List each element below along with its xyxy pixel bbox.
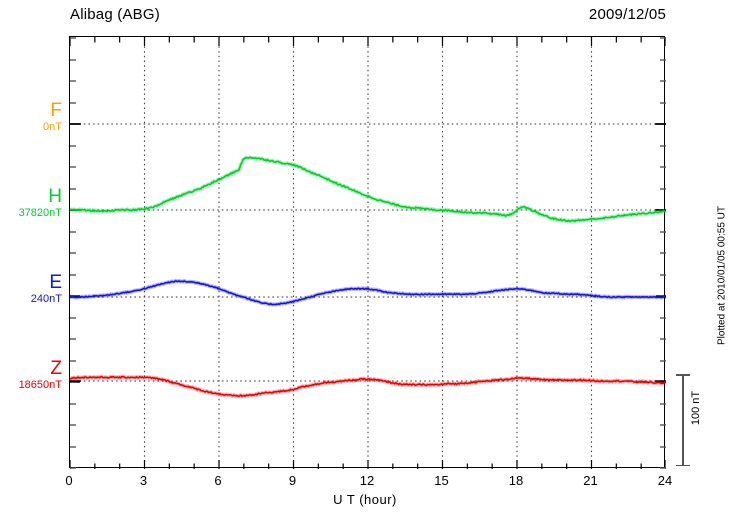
x-axis-title-text: U T (hour) — [333, 492, 397, 507]
x-tick-label-6: 6 — [214, 473, 222, 488]
x-tick-label-15: 15 — [434, 473, 449, 488]
component-baseline-h: 37820nT — [18, 207, 62, 219]
component-letter-e: E — [49, 272, 62, 293]
component-letter-f: F — [50, 100, 62, 121]
scale-bar: 100 nT — [676, 374, 702, 466]
page-title: Alibag (ABG) — [70, 6, 160, 23]
component-label-z: Z 18650nT — [0, 359, 62, 391]
plotted-at-timestamp: Plotted at 2010/01/05 00:55 UT — [716, 206, 728, 345]
scale-bar-cap-top — [676, 374, 690, 376]
x-tick-label-0: 0 — [65, 473, 73, 488]
x-axis-title: U T (hour) — [0, 492, 730, 507]
component-baseline-z: 18650nT — [18, 379, 62, 391]
x-tick-label-21: 21 — [583, 473, 598, 488]
component-letter-h: H — [48, 186, 62, 207]
x-tick-label-9: 9 — [288, 473, 297, 488]
x-tick-label-3: 3 — [139, 473, 148, 488]
observation-date: 2009/12/05 — [588, 6, 666, 23]
component-baseline-f: 0nT — [43, 121, 62, 133]
scale-bar-label: 100 nT — [690, 390, 702, 426]
component-letter-z: Z — [50, 358, 62, 379]
plot-area — [69, 36, 666, 469]
x-tick-label-18: 18 — [508, 473, 524, 488]
component-label-e: E 240nT — [0, 273, 62, 305]
scale-bar-cap-bottom — [676, 464, 690, 466]
component-label-h: H 37820nT — [0, 187, 62, 219]
component-label-f: F 0nT — [0, 101, 62, 133]
x-tick-label-12: 12 — [359, 473, 375, 488]
scale-bar-line — [682, 374, 684, 466]
component-baseline-e: 240nT — [30, 293, 62, 305]
magnetogram-traces — [70, 37, 666, 469]
x-tick-label-24: 24 — [657, 473, 673, 488]
